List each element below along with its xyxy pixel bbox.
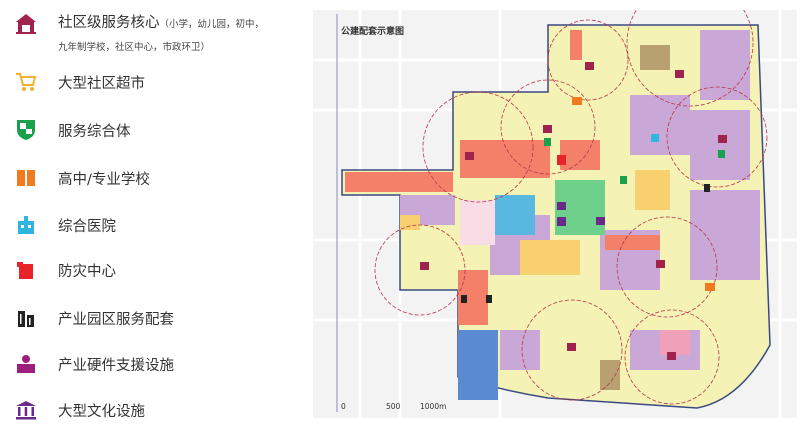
legend-item-high-school: 高中/专业学校 [14,166,150,190]
legend-label: 社区级服务核心 [58,15,160,31]
high-school-marker [572,97,582,105]
culture-building-icon [14,398,38,422]
land-use-blocks [345,30,760,400]
legend-item-culture-facility: 大型文化设施 [14,398,145,422]
legend-item-community-core: 社区级服务核心（小学，幼儿园，初中， 九年制学校，社区中心，市政环卫） [14,12,264,58]
legend-label: 产业园区服务配套 [58,311,174,328]
legend: 社区级服务核心（小学，幼儿园，初中， 九年制学校，社区中心，市政环卫） 大型社区… [0,0,310,439]
legend-label: 综合医院 [58,218,116,235]
hospital-icon [14,213,38,237]
legend-item-supermarket: 大型社区超市 [14,70,145,94]
high-school-marker [705,283,715,291]
scale-label: 500 [386,402,401,411]
book-icon [14,166,38,190]
disaster-center-marker [557,155,566,165]
legend-note: （小学，幼儿园，初中， [159,19,265,30]
legend-label: 大型文化设施 [58,403,145,420]
community-core-markers [420,62,727,360]
scale-label: 0 [341,402,346,411]
legend-item-disaster-center: 防灾中心 [14,258,116,282]
legend-item-industrial-support: 产业硬件支援设施 [14,352,174,376]
community-core-icon [14,12,38,36]
office-building-icon [14,306,38,330]
industrial-park-markers [461,184,710,303]
legend-item-service-complex: 服务综合体 [14,118,131,142]
culture-facility-markers [557,202,605,226]
legend-label: 产业硬件支援设施 [58,357,174,374]
service-complex-markers [544,138,725,184]
legend-label: 大型社区超市 [58,75,145,92]
map-canvas [313,0,797,418]
scale-label: 1000m [420,402,447,411]
legend-item-hospital: 综合医院 [14,213,116,237]
map-title: 公建配套示意图 [341,27,405,37]
legend-item-industrial-park-services: 产业园区服务配套 [14,306,174,330]
legend-note: 九年制学校，社区中心，市政环卫） [58,42,211,53]
disaster-center-icon [14,258,38,282]
legend-label: 高中/专业学校 [58,171,150,188]
public-facilities-map [313,0,797,418]
shopping-cart-icon [14,70,38,94]
industrial-support-icon [14,352,38,376]
legend-label: 防灾中心 [58,263,116,280]
service-radius-circles [374,0,768,405]
legend-label: 服务综合体 [58,123,131,140]
shield-icon [14,118,38,142]
hospital-marker [651,134,659,142]
